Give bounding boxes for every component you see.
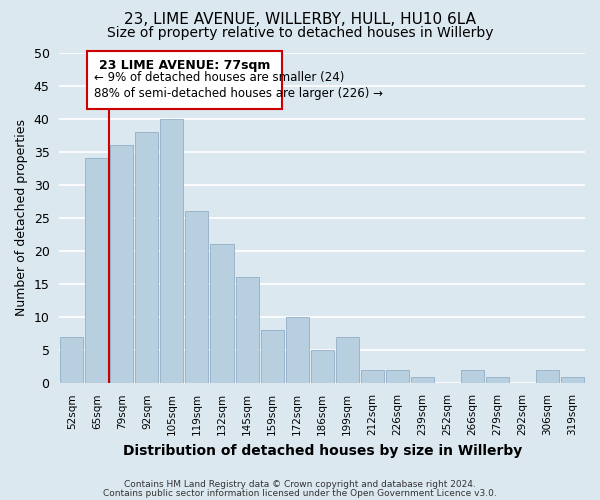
Bar <box>260 330 284 384</box>
Text: Size of property relative to detached houses in Willerby: Size of property relative to detached ho… <box>107 26 493 40</box>
Text: Contains HM Land Registry data © Crown copyright and database right 2024.: Contains HM Land Registry data © Crown c… <box>124 480 476 489</box>
Bar <box>85 158 109 384</box>
Bar <box>211 244 233 384</box>
Bar <box>60 337 83 384</box>
X-axis label: Distribution of detached houses by size in Willerby: Distribution of detached houses by size … <box>122 444 522 458</box>
Text: Contains public sector information licensed under the Open Government Licence v3: Contains public sector information licen… <box>103 488 497 498</box>
Bar <box>236 278 259 384</box>
FancyBboxPatch shape <box>87 51 282 108</box>
Text: ← 9% of detached houses are smaller (24): ← 9% of detached houses are smaller (24) <box>94 71 345 84</box>
Bar <box>361 370 384 384</box>
Text: 88% of semi-detached houses are larger (226) →: 88% of semi-detached houses are larger (… <box>94 87 383 100</box>
Bar <box>561 376 584 384</box>
Text: 23 LIME AVENUE: 77sqm: 23 LIME AVENUE: 77sqm <box>99 59 270 72</box>
Bar <box>286 317 308 384</box>
Bar <box>461 370 484 384</box>
Bar <box>386 370 409 384</box>
Bar <box>486 376 509 384</box>
Bar <box>411 376 434 384</box>
Bar <box>110 145 133 384</box>
Bar <box>136 132 158 384</box>
Bar <box>536 370 559 384</box>
Text: 23, LIME AVENUE, WILLERBY, HULL, HU10 6LA: 23, LIME AVENUE, WILLERBY, HULL, HU10 6L… <box>124 12 476 28</box>
Bar <box>311 350 334 384</box>
Bar <box>335 337 359 384</box>
Bar <box>160 118 184 384</box>
Y-axis label: Number of detached properties: Number of detached properties <box>15 120 28 316</box>
Bar <box>185 212 208 384</box>
